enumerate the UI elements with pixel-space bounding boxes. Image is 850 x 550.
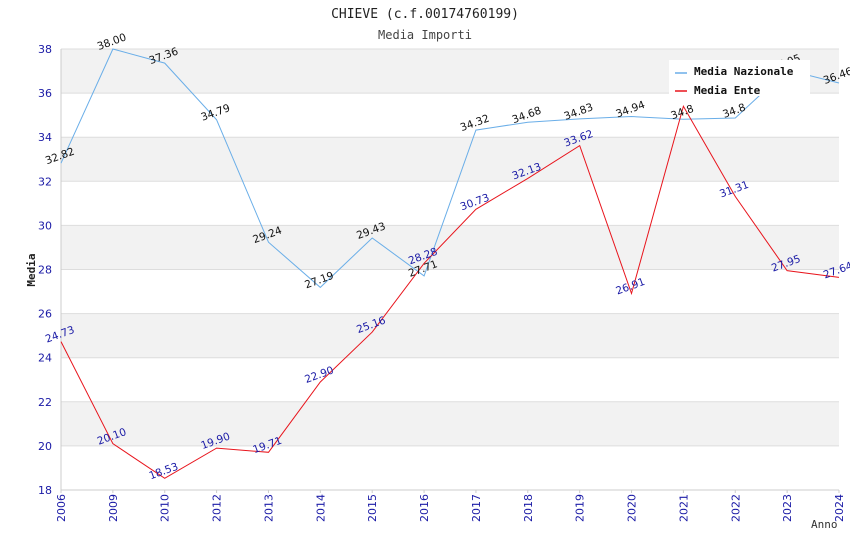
series-line-media-ente xyxy=(60,105,840,479)
x-tick-label: 2010 xyxy=(159,494,172,522)
x-tick-label: 2024 xyxy=(833,494,846,522)
y-tick-label: 20 xyxy=(38,440,52,453)
x-tick-label: 2017 xyxy=(470,494,483,522)
x-tick-label: 2019 xyxy=(574,494,587,522)
legend-label-media-ente: Media Ente xyxy=(694,84,761,97)
x-tick-label: 2023 xyxy=(781,494,794,522)
series-lines xyxy=(60,48,840,479)
y-tick-label: 38 xyxy=(38,43,52,56)
y-tick-label: 34 xyxy=(38,131,52,144)
x-axis: 2006 2009 2010 2012 2013 2014 2015 2016 2017 2018… xyxy=(55,490,846,522)
y-tick-label: 18 xyxy=(38,484,52,497)
plot-band xyxy=(61,93,839,138)
plot-background xyxy=(60,48,839,491)
chart-title: CHIEVE (c.f.00174760199) xyxy=(331,7,519,22)
x-tick-label: 2020 xyxy=(626,494,639,522)
x-tick-label: 2022 xyxy=(729,494,742,522)
plot-band xyxy=(61,313,839,358)
plot-band xyxy=(61,225,839,270)
x-tick-label: 2009 xyxy=(107,494,120,522)
y-tick-label: 24 xyxy=(38,352,52,365)
y-tick-label: 32 xyxy=(38,175,52,188)
y-tick-label: 26 xyxy=(38,308,52,321)
series-line-media-nazionale xyxy=(60,48,840,289)
legend-label-media-nazionale: Media Nazionale xyxy=(694,65,794,78)
y-tick-label: 30 xyxy=(38,219,52,232)
y-axis-label: Media xyxy=(25,253,38,286)
x-tick-label: 2014 xyxy=(314,494,327,522)
x-axis-label: Anno xyxy=(811,518,838,531)
plot-band xyxy=(61,401,839,446)
x-tick-label: 2006 xyxy=(55,494,68,522)
x-tick-label: 2015 xyxy=(366,494,379,522)
legend: Media Nazionale Media Ente xyxy=(669,60,810,97)
legend-box xyxy=(669,60,810,96)
x-tick-label: 2012 xyxy=(211,494,224,522)
plot-band xyxy=(61,137,839,182)
plot-band xyxy=(61,357,839,402)
chart-subtitle: Media Importi xyxy=(378,28,472,42)
x-tick-label: 2021 xyxy=(677,494,690,522)
x-tick-label: 2013 xyxy=(262,494,275,522)
x-tick-label: 2018 xyxy=(522,494,535,522)
y-axis: 18 20 22 24 26 28 30 32 34 36 38 xyxy=(38,43,52,497)
y-tick-label: 28 xyxy=(38,264,52,277)
y-tick-label: 36 xyxy=(38,87,52,100)
plot-band xyxy=(61,269,839,314)
plot-band xyxy=(61,445,839,490)
y-tick-label: 22 xyxy=(38,396,52,409)
x-tick-label: 2016 xyxy=(418,494,431,522)
